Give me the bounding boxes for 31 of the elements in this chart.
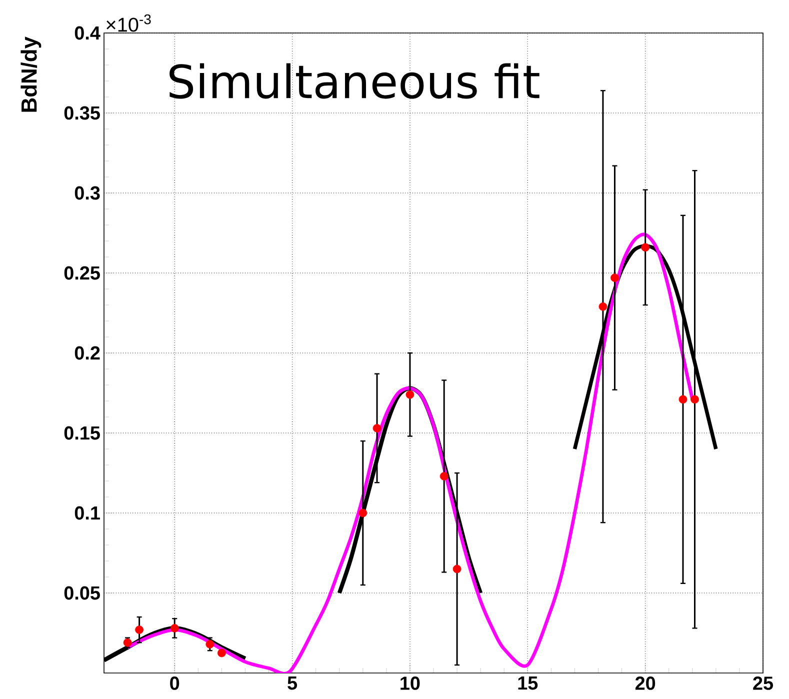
x-tick-label: 15 xyxy=(518,676,538,690)
point xyxy=(217,648,226,658)
point xyxy=(678,395,688,404)
y-tick-label: 0.15 xyxy=(64,426,100,440)
y-axis-title: BdN/dy xyxy=(20,36,42,112)
point xyxy=(406,390,414,399)
x-tick-label: 20 xyxy=(635,676,656,690)
y-tick-label: 0.05 xyxy=(64,586,100,600)
point xyxy=(610,274,619,282)
y-tick-label: 0.35 xyxy=(64,106,100,120)
point xyxy=(690,395,699,404)
point xyxy=(452,564,462,574)
point xyxy=(135,626,144,634)
y-tick-label: 0.2 xyxy=(74,346,100,360)
point xyxy=(358,508,368,518)
point xyxy=(170,624,179,632)
point xyxy=(598,302,608,311)
point xyxy=(372,424,382,432)
y-tick-label: 0.25 xyxy=(64,266,100,280)
y-tick-label: 0.3 xyxy=(74,186,100,200)
x-tick-label: 25 xyxy=(753,676,774,690)
x-tick-label: 10 xyxy=(400,676,420,690)
y-tick-label: 0.1 xyxy=(74,506,100,520)
x-tick-label: 0 xyxy=(170,676,180,690)
point xyxy=(206,640,214,648)
text: ×10$^{-3}$ xyxy=(106,14,151,32)
y-tick-label: 0.4 xyxy=(74,26,100,40)
x-tick-label: 5 xyxy=(288,676,298,690)
point xyxy=(440,472,448,480)
text: Simultaneous fit xyxy=(170,63,540,99)
point xyxy=(641,243,650,252)
